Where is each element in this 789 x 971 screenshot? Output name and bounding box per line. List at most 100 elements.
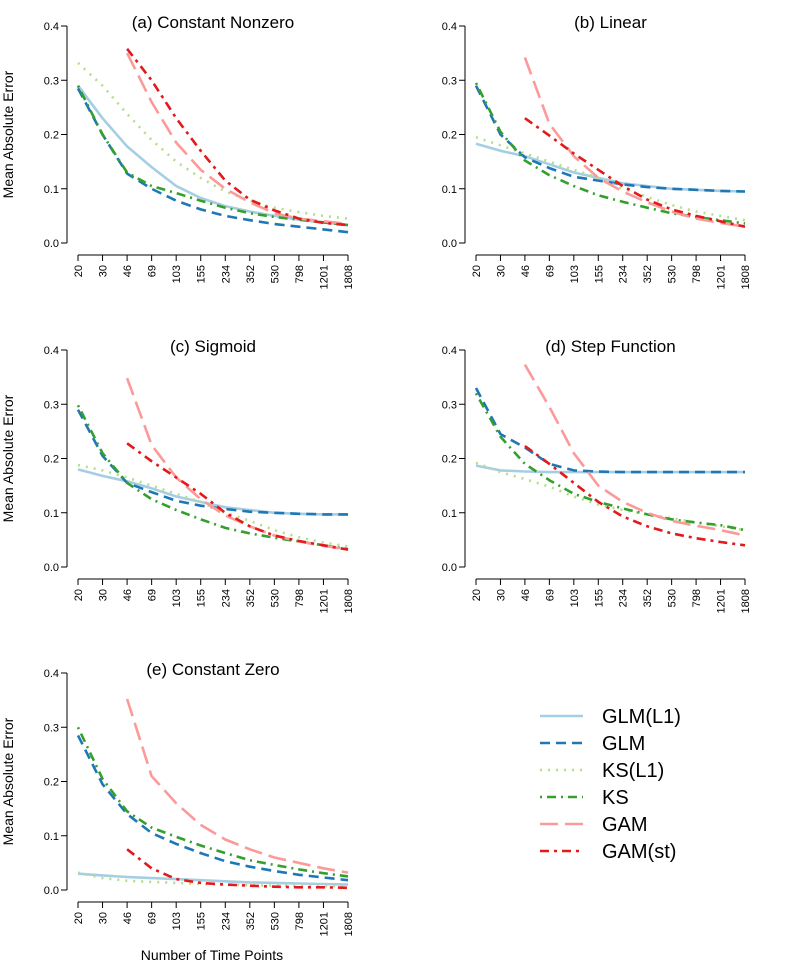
series-line-gam-st- — [126, 848, 349, 890]
x-tick-label: 155 — [196, 265, 208, 283]
x-tick-label: 530 — [667, 589, 679, 607]
y-tick-label: 0.4 — [44, 21, 59, 33]
panel-title: (a) Constant Nonzero — [132, 13, 295, 32]
x-tick-label: 234 — [220, 912, 232, 930]
x-tick-label: 69 — [147, 912, 159, 924]
y-tick-label: 0.4 — [44, 345, 59, 357]
x-tick-label: 1808 — [740, 589, 752, 613]
series-line-gam — [523, 57, 746, 228]
x-tick-label: 1201 — [318, 265, 330, 289]
x-tick-label: 352 — [245, 912, 257, 930]
series-line-glm — [76, 87, 349, 234]
series-line-gam — [125, 698, 349, 874]
x-tick-label: 20 — [471, 589, 483, 601]
series-line-gam-st- — [524, 444, 746, 547]
x-tick-label: 1808 — [343, 265, 355, 289]
y-axis-label: Mean Absolute Error — [0, 394, 16, 522]
series-line-glm-l1- — [76, 84, 349, 227]
x-tick-label: 30 — [98, 589, 110, 601]
series-line-gam-st- — [126, 442, 349, 551]
series-line-ks — [76, 404, 349, 551]
x-tick-label: 103 — [569, 589, 581, 607]
series-line-gam-st- — [126, 48, 349, 227]
x-tick-label: 155 — [196, 912, 208, 930]
y-tick-label: 0.3 — [442, 75, 457, 87]
x-tick-label: 234 — [618, 265, 630, 283]
legend-label: KS(L1) — [602, 760, 664, 782]
series-line-ks — [474, 392, 746, 532]
series-line-ks-l1- — [77, 871, 348, 888]
series-line-ks — [76, 85, 349, 227]
panel-2: (c) Sigmoid 0.0 0.1 0.2 0.3 0.4 Mean Absolute … — [0, 337, 355, 613]
x-tick-label: 20 — [73, 912, 85, 924]
x-tick-label: 798 — [294, 265, 306, 283]
panel-title: (b) Linear — [574, 13, 647, 32]
x-tick-label: 352 — [245, 589, 257, 607]
x-tick-label: 1201 — [318, 589, 330, 613]
y-tick-label: 0.3 — [44, 399, 59, 411]
x-tick-label: 234 — [220, 265, 232, 283]
x-tick-label: 69 — [147, 265, 159, 277]
series-line-glm — [474, 85, 746, 193]
panel-0: (a) Constant Nonzero 0.0 0.1 0.2 0.3 0.4 Mean … — [0, 13, 355, 289]
x-tick-label: 46 — [122, 912, 134, 924]
legend-label: KS — [602, 787, 629, 809]
y-tick-label: 0.4 — [442, 21, 457, 33]
x-tick-label: 69 — [147, 589, 159, 601]
x-tick-label: 798 — [691, 589, 703, 607]
y-tick-label: 0.3 — [442, 399, 457, 411]
panel-3: (d) Step Function 0.0 0.1 0.2 0.3 0.4 20 30 46 69… — [442, 337, 752, 613]
x-tick-label: 1808 — [343, 589, 355, 613]
y-tick-label: 0.1 — [442, 508, 457, 520]
y-tick-label: 0.0 — [44, 562, 59, 574]
x-tick-label: 46 — [122, 589, 134, 601]
y-tick-label: 0.2 — [44, 130, 59, 142]
legend-label: GAM — [602, 814, 648, 836]
x-tick-label: 69 — [544, 265, 556, 277]
series-line-gam — [523, 363, 746, 537]
x-tick-label: 46 — [122, 265, 134, 277]
x-tick-label: 1808 — [740, 265, 752, 289]
x-tick-label: 352 — [642, 589, 654, 607]
x-tick-label: 103 — [171, 589, 183, 607]
x-tick-label: 103 — [569, 265, 581, 283]
y-tick-label: 0.0 — [44, 238, 59, 250]
panel-title: (e) Constant Zero — [146, 660, 279, 679]
x-tick-label: 30 — [495, 589, 507, 601]
y-tick-label: 0.2 — [442, 454, 457, 466]
x-tick-label: 530 — [269, 265, 281, 283]
y-tick-label: 0.0 — [44, 885, 59, 897]
y-tick-label: 0.0 — [442, 562, 457, 574]
x-tick-label: 798 — [294, 912, 306, 930]
x-tick-label: 155 — [593, 265, 605, 283]
series-line-glm-l1- — [77, 468, 348, 516]
series-line-glm — [76, 409, 348, 516]
series-line-gam — [125, 377, 349, 551]
x-tick-label: 30 — [98, 912, 110, 924]
x-tick-label: 20 — [73, 589, 85, 601]
x-tick-label: 46 — [520, 265, 532, 277]
x-tick-label: 530 — [269, 912, 281, 930]
y-tick-label: 0.3 — [44, 75, 59, 87]
legend-label: GLM — [602, 733, 645, 755]
series-line-glm — [76, 734, 349, 882]
y-tick-label: 0.2 — [442, 130, 457, 142]
x-tick-label: 1808 — [343, 912, 355, 936]
x-tick-label: 234 — [220, 589, 232, 607]
panel-1: (b) Linear 0.0 0.1 0.2 0.3 0.4 20 30 46 69 103 155 2… — [442, 13, 752, 289]
legend-label: GLM(L1) — [602, 706, 681, 728]
x-tick-label: 103 — [171, 265, 183, 283]
x-tick-label: 352 — [245, 265, 257, 283]
y-tick-label: 0.1 — [442, 184, 457, 196]
x-tick-label: 20 — [73, 265, 85, 277]
series-line-ks-l1- — [77, 61, 349, 220]
y-tick-label: 0.1 — [44, 831, 59, 843]
y-tick-label: 0.3 — [44, 722, 59, 734]
panel-4: (e) Constant Zero 0.0 0.1 0.2 0.3 0.4 Mean Abs… — [0, 660, 355, 936]
series-line-glm-l1- — [77, 872, 349, 886]
x-tick-label: 530 — [269, 589, 281, 607]
y-axis-label: Mean Absolute Error — [0, 70, 16, 198]
panel-title: (d) Step Function — [545, 337, 675, 356]
x-tick-label: 155 — [593, 589, 605, 607]
